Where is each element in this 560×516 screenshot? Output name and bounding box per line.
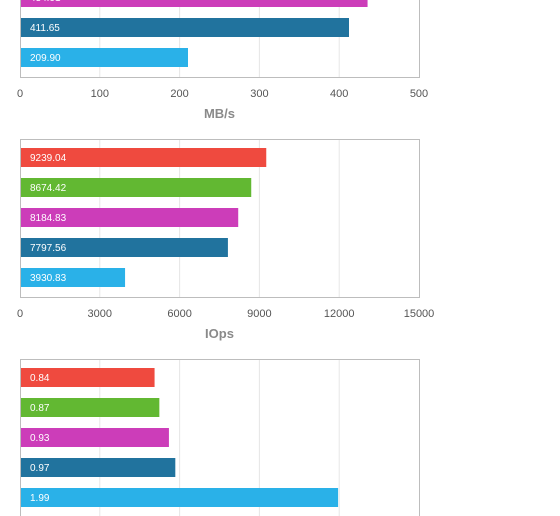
x-tick-label: 500 <box>410 88 428 100</box>
plot-frame <box>20 139 420 298</box>
bar-value-label: 1.99 <box>30 493 50 504</box>
bar <box>20 458 176 477</box>
bar-value-label: 7797.56 <box>30 243 67 254</box>
bar-value-label: 8674.42 <box>30 183 67 194</box>
bar-value-label: 0.97 <box>30 463 50 474</box>
bar <box>20 238 228 257</box>
x-tick-label: 300 <box>250 88 268 100</box>
bar <box>20 0 368 7</box>
x-tick-label: 9000 <box>247 308 271 320</box>
chart-3: 0.84 0.87 0.93 0.97 1.99 <box>20 359 420 516</box>
x-axis-title: MB/s <box>204 106 235 121</box>
x-tick-label: 0 <box>17 88 23 100</box>
bar-value-label: 3930.83 <box>30 273 67 284</box>
bar-value-label: 8184.83 <box>30 213 67 224</box>
bar <box>20 398 160 417</box>
plot-frame <box>20 359 420 516</box>
bar <box>20 178 252 197</box>
x-tick-label: 0 <box>17 308 23 320</box>
x-tick-label: 6000 <box>167 308 191 320</box>
bar <box>20 148 267 167</box>
bar-value-label: 0.87 <box>30 403 50 414</box>
bar <box>20 488 339 507</box>
bar <box>20 428 169 447</box>
chart-1: 434.91 411.65 209.90 0 100 200 300 400 500 MB/s <box>17 0 428 121</box>
x-tick-label: 12000 <box>324 308 355 320</box>
bar <box>20 48 189 67</box>
x-tick-label: 100 <box>91 88 109 100</box>
bar-value-label: 434.91 <box>30 0 61 4</box>
x-tick-label: 200 <box>170 88 188 100</box>
bar-value-label: 9239.04 <box>30 153 67 164</box>
bar-value-label: 0.93 <box>30 433 50 444</box>
x-axis-title: IOps <box>205 326 234 341</box>
x-tick-label: 3000 <box>88 308 112 320</box>
bar <box>20 208 239 227</box>
bar-value-label: 0.84 <box>30 373 50 384</box>
x-tick-label: 15000 <box>404 308 435 320</box>
chart-2: 9239.04 8674.42 8184.83 7797.56 3930.83 0 3000… <box>17 139 434 341</box>
bar-value-label: 209.90 <box>30 53 61 64</box>
bar <box>20 268 126 287</box>
x-tick-label: 400 <box>330 88 348 100</box>
bar-value-label: 411.65 <box>30 23 60 34</box>
bar <box>20 18 349 37</box>
bar <box>20 368 155 387</box>
plot-frame <box>20 0 420 78</box>
